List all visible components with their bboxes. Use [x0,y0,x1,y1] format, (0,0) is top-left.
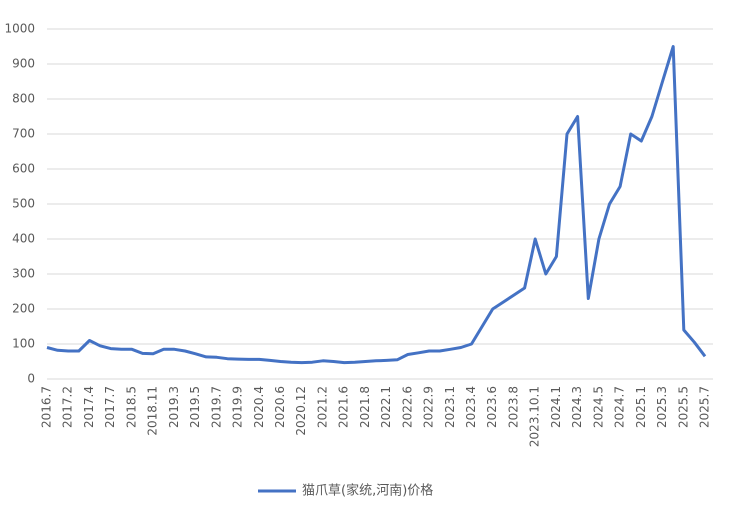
x-tick-label: 2023.1 [443,386,457,428]
x-tick-label: 2024.1 [549,386,563,428]
x-tick-label: 2020.6 [273,386,287,428]
x-tick-label: 2023.4 [464,386,478,428]
x-tick-label: 2024.5 [591,386,605,428]
x-tick-label: 2024.7 [613,386,627,428]
legend-label: 猫爪草(家统,河南)价格 [302,483,433,499]
x-tick-label: 2022.6 [400,386,414,428]
y-tick-label: 800 [12,92,35,106]
x-tick-label: 2020.4 [252,386,266,428]
x-tick-label: 2025.1 [634,386,648,428]
y-tick-label: 400 [12,232,35,246]
x-tick-label: 2017.2 [61,386,75,428]
x-tick-label: 2023.8 [506,386,520,428]
y-tick-label: 300 [12,267,35,281]
x-tick-label: 2018.5 [124,386,138,428]
y-tick-label: 100 [12,337,35,351]
x-tick-label: 2025.5 [676,386,690,428]
x-tick-label: 2017.4 [82,386,96,428]
x-tick-label: 2019.5 [188,386,202,428]
x-tick-label: 2019.7 [209,386,223,428]
y-tick-label: 1000 [4,22,35,36]
x-tick-label: 2020.12 [294,386,308,436]
y-tick-label: 600 [12,162,35,176]
x-tick-label: 2017.7 [103,386,117,428]
x-tick-label: 2022.1 [379,386,393,428]
x-tick-label: 2018.11 [146,386,160,436]
x-tick-label: 2023.10.1 [528,386,542,447]
x-tick-label: 2022.9 [422,386,436,428]
x-tick-label: 2021.8 [358,386,372,428]
y-tick-label: 900 [12,57,35,71]
x-tick-label: 2024.3 [570,386,584,428]
x-tick-label: 2021.2 [315,386,329,428]
y-tick-label: 200 [12,302,35,316]
y-tick-label: 700 [12,127,35,141]
x-tick-label: 2021.6 [337,386,351,428]
data-line [46,45,707,365]
y-tick-label: 500 [12,197,35,211]
x-tick-label: 2016.7 [40,386,54,428]
x-tick-label: 2025.7 [698,386,712,428]
x-tick-label: 2025.3 [655,386,669,428]
x-tick-label: 2023.6 [485,386,499,428]
x-tick-label: 2019.3 [167,386,181,428]
y-tick-label: 0 [27,372,35,386]
x-tick-label: 2019.9 [231,386,245,428]
